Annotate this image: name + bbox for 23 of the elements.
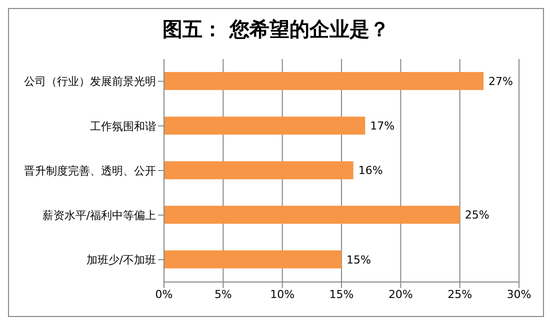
- chart-title: 图五： 您希望的企业是？: [162, 16, 390, 43]
- bar: [164, 72, 484, 90]
- y-tick-label: 公司（行业）发展前景光明: [24, 75, 156, 88]
- y-tick-label: 薪资水平/福利中等偏上: [42, 209, 156, 222]
- y-tick-label: 加班少/不加班: [86, 254, 156, 267]
- x-tick-label: 30%: [506, 288, 532, 301]
- y-tick-label: 工作氛围和谐: [90, 120, 156, 133]
- x-tick-label: 0%: [155, 288, 173, 301]
- data-label: 27%: [488, 74, 513, 88]
- x-tick-label: 20%: [388, 288, 413, 301]
- data-label: 17%: [370, 120, 395, 133]
- data-label: 16%: [358, 164, 383, 178]
- y-tick-label: 晋升制度完善、透明、公开: [24, 164, 156, 178]
- x-tick-label: 25%: [448, 288, 472, 301]
- data-label: 25%: [464, 208, 490, 222]
- x-tick-label: 15%: [329, 288, 354, 301]
- bar: [164, 161, 354, 180]
- bar: [164, 206, 460, 224]
- bar: [164, 250, 342, 268]
- x-tick-label: 5%: [214, 288, 232, 301]
- data-label: 15%: [346, 253, 371, 266]
- x-tick-label: 10%: [270, 288, 295, 301]
- bar: [164, 116, 366, 135]
